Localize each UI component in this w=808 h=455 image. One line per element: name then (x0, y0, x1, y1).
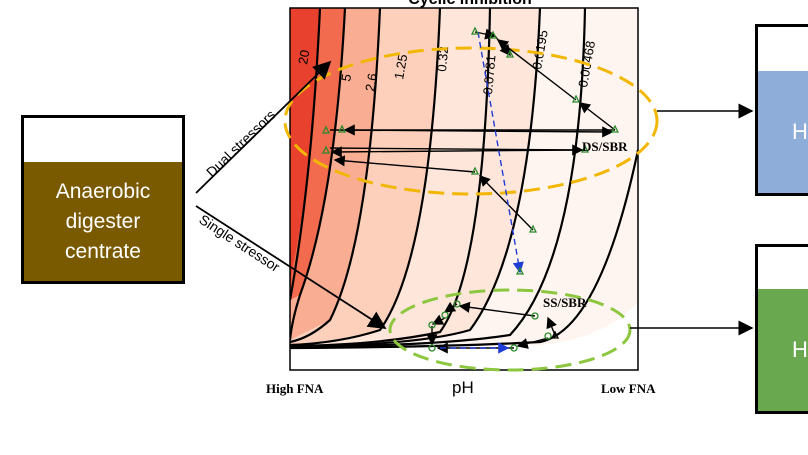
single-stressor-arrow (195, 205, 387, 329)
tank-top: H (755, 24, 808, 196)
contour-label-6: 0.0781 (480, 54, 498, 95)
tank-top-letter: H (792, 119, 808, 144)
digester-centrate-fill: Anaerobic digester centrate (24, 162, 182, 281)
ds-sbr-label: DS/SBR (582, 139, 628, 154)
plot-title: Cyclic inhibition (408, 0, 532, 8)
x-left-label: High FNA (266, 381, 324, 396)
ds-blue-dashed-arrow (477, 31, 524, 274)
tank-bottom-letter: H (792, 337, 808, 362)
contour-label-2: 5 (338, 73, 354, 83)
contour-label-5: 0.32 (434, 46, 451, 73)
contour-label-7: 0.0195 (529, 29, 551, 71)
digester-line-3: centrate (65, 239, 141, 263)
single-stressor-label: Single stressor (196, 211, 283, 275)
contour-label-3: 2.6 (362, 72, 380, 92)
contour-label-1: 20 (295, 49, 312, 66)
ss-markers (428, 300, 552, 352)
contour-label-4: 1.25 (391, 53, 410, 81)
dual-stressors-arrow (195, 60, 332, 194)
ds-group-ellipse (283, 46, 659, 196)
tank-bottom-fill: H (758, 289, 808, 411)
dual-stressors-label: Dual stressors (203, 106, 278, 180)
ds-markers (321, 26, 620, 275)
ss-group-ellipse (388, 288, 632, 372)
digester-line-2: digester (65, 209, 141, 233)
anaerobic-digester-box: Anaerobic digester centrate (21, 115, 185, 284)
tank-top-fill: H (758, 71, 808, 193)
x-right-label: Low FNA (601, 381, 656, 396)
ss-sbr-label: SS/SBR (543, 295, 587, 310)
contour-plot (290, 8, 638, 370)
x-axis-label: pH (452, 378, 474, 397)
digester-line-1: Anaerobic (55, 179, 151, 203)
tank-bottom: H (755, 244, 808, 414)
